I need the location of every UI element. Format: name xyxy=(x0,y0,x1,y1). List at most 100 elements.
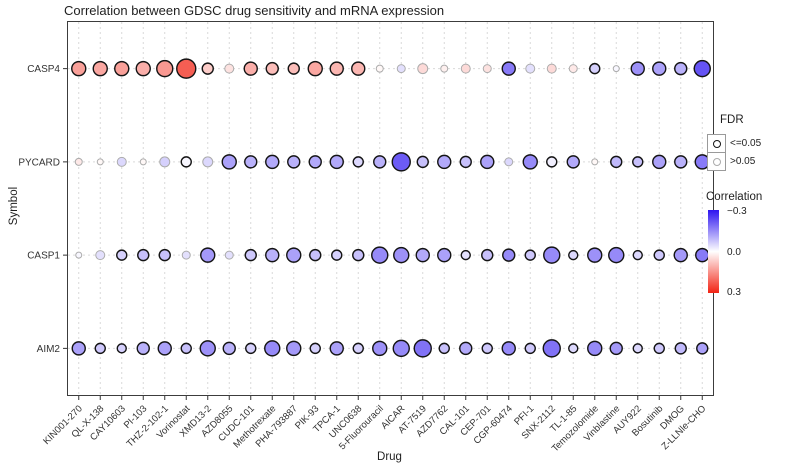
bubble xyxy=(391,152,411,172)
bubble xyxy=(632,156,644,168)
bubble xyxy=(460,249,471,261)
bubble xyxy=(413,339,432,358)
correlation-tick-max: 0.3 xyxy=(727,287,741,298)
bubble xyxy=(309,342,321,355)
bubble xyxy=(417,63,429,75)
bubble xyxy=(609,341,623,356)
bubble xyxy=(608,246,625,264)
bubble xyxy=(543,246,561,264)
bubble xyxy=(525,63,536,74)
bubble xyxy=(244,155,258,169)
bubble xyxy=(460,63,471,74)
bubble xyxy=(440,64,449,73)
y-axis-title: Symbol xyxy=(8,186,20,226)
bubble xyxy=(331,249,343,261)
bubble xyxy=(264,340,281,357)
bubble xyxy=(224,63,235,74)
bubble xyxy=(568,249,579,261)
bubble xyxy=(673,247,688,263)
bubble xyxy=(286,340,302,357)
bubble xyxy=(74,157,83,166)
bubble xyxy=(199,340,216,357)
bubble xyxy=(222,341,236,356)
bubble xyxy=(502,248,516,262)
fdr-key-label-nonsignificant: >0.05 xyxy=(730,156,756,167)
bubble xyxy=(653,249,665,261)
bubble xyxy=(180,156,192,168)
bubble xyxy=(137,248,150,262)
bubble xyxy=(522,154,538,170)
bubble xyxy=(695,247,710,263)
bubble xyxy=(392,339,410,358)
bubble xyxy=(589,62,601,75)
bubble xyxy=(176,58,197,79)
bubble xyxy=(96,158,104,166)
bubble xyxy=(135,60,151,77)
bubble xyxy=(524,342,536,355)
bubble xyxy=(524,249,536,261)
fdr-key-dot xyxy=(712,157,721,166)
bubble xyxy=(329,341,344,356)
correlation-gradient xyxy=(708,210,719,293)
bubble xyxy=(201,62,214,75)
y-tick-label: PYCARD xyxy=(18,157,60,168)
bubble xyxy=(75,251,83,259)
bubble xyxy=(92,60,108,77)
plot-panel: KIN001-270 QL-X-138 CAY10603 PI-103 THZ-2-10… xyxy=(18,21,714,454)
bubble xyxy=(693,59,711,78)
bubble xyxy=(630,61,645,76)
bubble xyxy=(481,248,494,262)
bubble xyxy=(114,60,130,77)
bubble xyxy=(265,154,280,170)
bubble xyxy=(116,156,127,167)
bubble xyxy=(652,154,667,170)
bubble xyxy=(504,157,514,167)
bubble xyxy=(352,248,365,262)
bubble xyxy=(437,154,452,170)
bubble xyxy=(139,158,147,166)
y-tick-label: CASP1 xyxy=(27,251,60,262)
bubble xyxy=(632,249,643,261)
bubble xyxy=(393,246,410,264)
bubble xyxy=(482,64,492,74)
bubble xyxy=(116,249,128,261)
bubble xyxy=(481,342,493,355)
fdr-legend-title: FDR xyxy=(720,114,744,126)
chart-title: Correlation between GDSC drug sensitivit… xyxy=(64,3,445,18)
bubble xyxy=(459,341,473,356)
bubble xyxy=(568,64,578,74)
bubble xyxy=(308,155,322,169)
bubble xyxy=(696,342,709,355)
bubble xyxy=(371,246,389,264)
fdr-key-nonsignificant xyxy=(707,152,726,171)
bubble xyxy=(71,60,87,77)
bubble xyxy=(674,155,688,169)
bubble xyxy=(286,247,302,263)
bubble xyxy=(221,154,237,170)
bubble xyxy=(352,342,364,355)
bubble xyxy=(372,340,388,357)
fdr-key-significant xyxy=(707,134,726,153)
bubble xyxy=(245,342,257,355)
bubble xyxy=(546,63,557,74)
bubble xyxy=(546,156,558,168)
bubble xyxy=(459,155,472,169)
bubble xyxy=(438,342,450,355)
bubble xyxy=(480,154,495,170)
bubble xyxy=(373,155,387,169)
bubble xyxy=(265,247,280,263)
bubble xyxy=(200,247,216,263)
bubble xyxy=(116,343,127,354)
bubble xyxy=(632,343,643,354)
bubble xyxy=(181,250,191,260)
bubble xyxy=(71,341,86,356)
bubble xyxy=(612,65,620,73)
bubble xyxy=(287,62,300,75)
bubble xyxy=(307,60,323,77)
fdr-key-label-significant: <=0.05 xyxy=(730,138,762,149)
bubble xyxy=(158,248,171,262)
bubble xyxy=(329,61,344,76)
bubble xyxy=(352,156,364,168)
bubble xyxy=(202,156,214,168)
bubble xyxy=(94,342,106,355)
